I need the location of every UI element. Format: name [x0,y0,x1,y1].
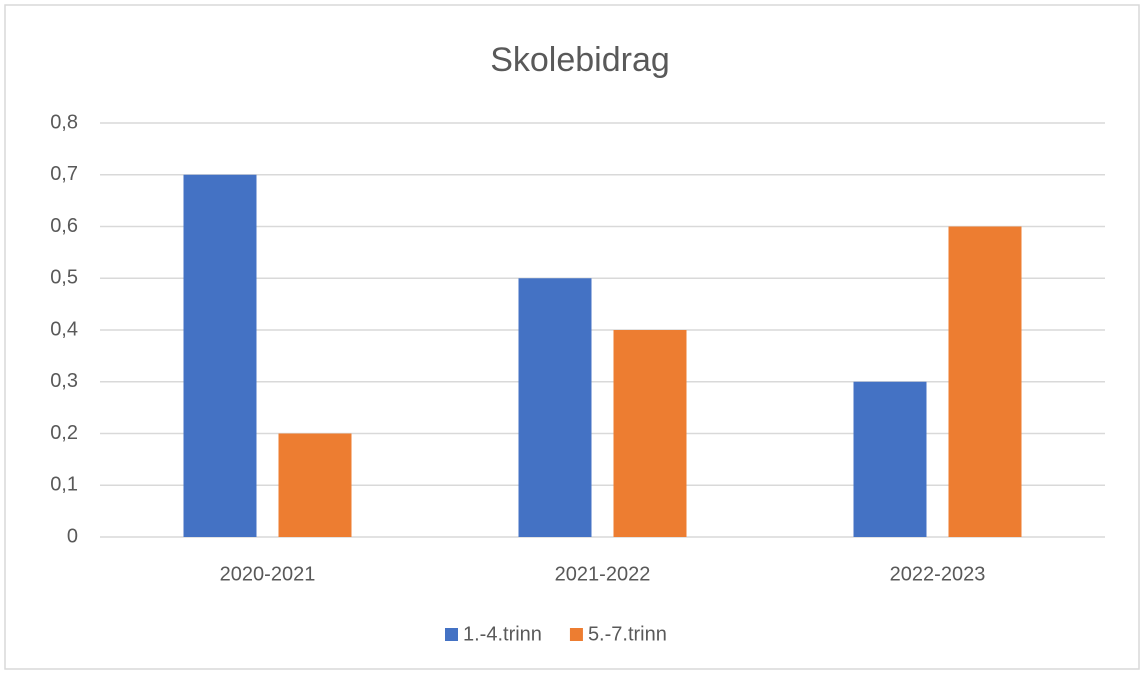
y-tick-label: 0,4 [50,318,78,340]
x-tick-label: 2021-2022 [555,563,651,585]
bar [183,174,257,537]
x-tick-label: 2020-2021 [220,563,316,585]
legend-label: 1.-4.trinn [463,623,542,645]
bar [613,330,687,537]
bar [853,381,927,537]
bar [518,278,592,537]
bar [948,226,1022,537]
y-tick-label: 0,7 [50,163,78,185]
y-tick-label: 0,8 [50,111,78,133]
y-tick-label: 0 [67,525,78,547]
x-tick-label: 2022-2023 [890,563,986,585]
legend-swatch [569,628,583,641]
legend-swatch [445,628,458,641]
y-tick-label: 0,6 [50,215,78,237]
y-tick-label: 0,1 [50,474,78,496]
y-tick-label: 0,3 [50,370,78,392]
chart-title: Skolebidrag [490,41,670,79]
bar [278,433,352,537]
y-tick-label: 0,5 [50,267,78,289]
y-tick-label: 0,2 [50,422,78,444]
legend-label: 5.-7.trinn [588,623,667,645]
